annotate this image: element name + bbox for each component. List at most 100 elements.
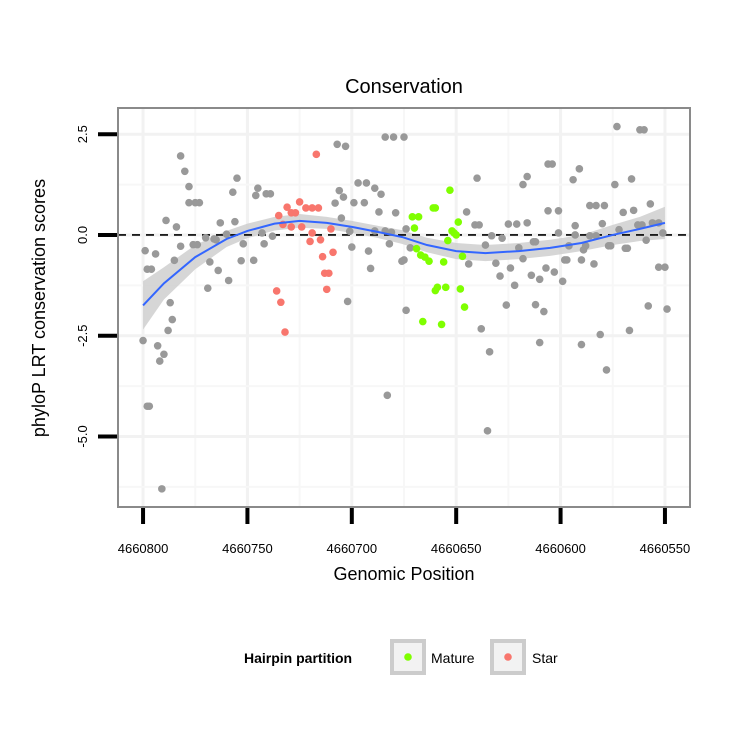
- point-other: [598, 219, 607, 228]
- legend-label-star: Star: [532, 650, 558, 666]
- point-other: [498, 234, 506, 242]
- point-other: [544, 206, 552, 215]
- point-other: [377, 190, 385, 199]
- point-other: [487, 231, 496, 240]
- point-other: [590, 260, 598, 268]
- point-other: [164, 326, 172, 335]
- point-star: [302, 204, 310, 212]
- point-other: [206, 258, 214, 266]
- point-star: [318, 252, 327, 261]
- point-mature: [414, 213, 423, 221]
- point-other: [504, 220, 513, 228]
- point-other: [577, 340, 586, 349]
- point-other: [596, 330, 605, 339]
- point-other: [212, 235, 220, 244]
- point-other: [233, 174, 241, 182]
- y-tick-label: 0.0: [75, 226, 90, 244]
- point-other: [229, 188, 237, 197]
- point-other: [168, 315, 177, 324]
- legend-title: Hairpin partition: [244, 650, 352, 666]
- point-other: [535, 338, 544, 347]
- point-other: [389, 133, 398, 141]
- point-other: [625, 326, 634, 335]
- legend-dot-mature: [404, 653, 412, 661]
- point-other: [237, 256, 245, 265]
- point-other: [527, 271, 536, 280]
- point-other: [249, 256, 258, 265]
- point-other: [350, 198, 358, 207]
- point-other: [185, 198, 193, 207]
- point-star: [316, 235, 325, 244]
- point-other: [535, 275, 544, 284]
- point-other: [515, 244, 523, 252]
- axis-ticks: 4660800 4660750 4660700 4660650 4660600 46605…: [75, 125, 690, 556]
- point-other: [483, 427, 492, 435]
- point-other: [550, 268, 559, 276]
- point-other: [383, 391, 392, 400]
- point-other: [663, 305, 671, 313]
- x-tick-label: 4660650: [431, 541, 482, 556]
- point-other: [375, 208, 383, 216]
- point-other: [623, 244, 632, 253]
- point-other: [510, 281, 519, 290]
- point-other: [354, 179, 362, 187]
- point-other: [569, 175, 577, 184]
- point-other: [512, 220, 521, 228]
- point-other: [155, 357, 164, 365]
- point-other: [464, 260, 473, 268]
- point-star: [283, 203, 291, 211]
- point-other: [348, 243, 356, 251]
- point-other: [563, 256, 571, 264]
- point-star: [277, 298, 285, 307]
- point-other: [606, 242, 615, 250]
- point-other: [485, 348, 494, 356]
- point-other: [160, 350, 168, 359]
- y-tick-label: 2.5: [75, 125, 90, 143]
- x-tick-label: 4660700: [326, 541, 377, 556]
- point-other: [558, 277, 567, 286]
- x-axis-title: Genomic Position: [333, 564, 474, 584]
- point-other: [147, 265, 156, 274]
- point-other: [602, 366, 611, 374]
- point-other: [506, 264, 515, 272]
- point-other: [203, 284, 212, 292]
- point-other: [151, 250, 160, 258]
- point-other: [331, 199, 339, 207]
- point-other: [385, 240, 394, 248]
- point-other: [195, 198, 204, 207]
- point-mature: [437, 320, 446, 329]
- point-other: [571, 231, 579, 239]
- point-other: [162, 216, 170, 225]
- point-other: [143, 402, 152, 411]
- point-other: [531, 238, 540, 246]
- x-tick-label: 4660600: [535, 541, 586, 556]
- point-other: [268, 232, 277, 240]
- point-other: [339, 193, 348, 201]
- point-star: [312, 150, 321, 159]
- x-tick-label: 4660750: [222, 541, 273, 556]
- point-other: [548, 160, 557, 168]
- point-other: [523, 219, 531, 227]
- point-mature: [460, 303, 469, 311]
- point-other: [364, 247, 373, 255]
- x-tick-label: 4660550: [640, 541, 691, 556]
- point-other: [654, 263, 663, 271]
- point-other: [496, 272, 504, 280]
- point-star: [287, 223, 296, 231]
- point-mature: [418, 317, 427, 326]
- point-other: [519, 254, 527, 263]
- point-other: [600, 201, 609, 210]
- point-other: [258, 229, 266, 237]
- point-other: [172, 223, 181, 231]
- point-other: [592, 231, 600, 240]
- point-other: [629, 206, 638, 215]
- point-other: [477, 325, 486, 333]
- point-mature: [446, 186, 454, 195]
- point-other: [661, 263, 669, 271]
- point-mature: [410, 224, 419, 232]
- point-other: [531, 300, 540, 309]
- point-star: [272, 287, 281, 295]
- point-other: [381, 133, 390, 141]
